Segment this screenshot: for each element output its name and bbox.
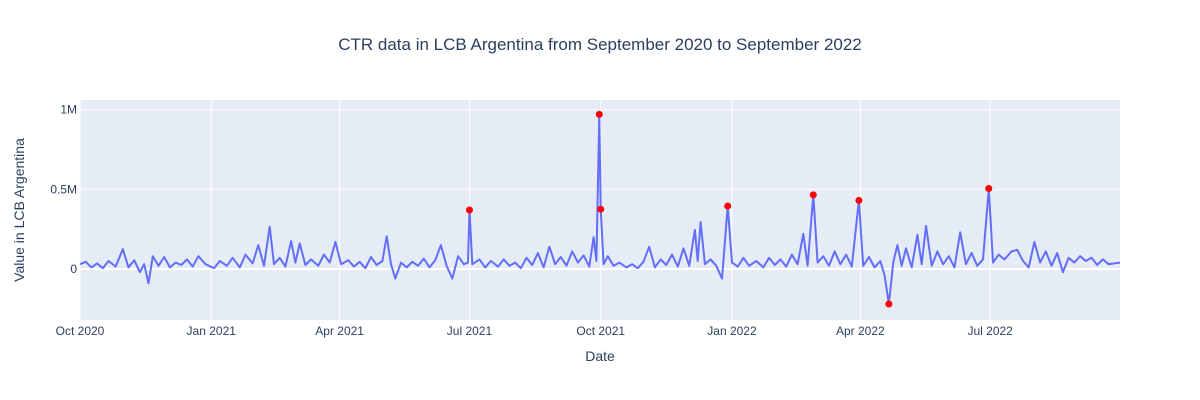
x-axis-title: Date <box>585 348 615 364</box>
anomaly-marker <box>597 205 605 213</box>
y-tick-labels: 0 0.5M 1M <box>50 103 77 276</box>
anomaly-markers <box>465 110 993 308</box>
x-tick-label: Jan 2021 <box>187 324 237 338</box>
series-line <box>79 113 1121 306</box>
anomaly-marker <box>855 196 863 204</box>
x-tick-labels: Oct 2020 Jan 2021 Apr 2021 Jul 2021 Oct 2021… <box>56 324 1014 338</box>
y-tick-label: 0.5M <box>50 182 77 196</box>
x-tick-label: Jul 2022 <box>967 324 1013 338</box>
y-axis-title: Value in LCB Argentina <box>11 138 27 282</box>
x-tick-label: Oct 2020 <box>56 324 105 338</box>
anomaly-marker <box>724 202 732 210</box>
anomaly-marker <box>595 110 603 118</box>
anomaly-marker <box>465 206 473 214</box>
chart-title: CTR data in LCB Argentina from September… <box>338 35 862 54</box>
x-tick-label: Apr 2022 <box>836 324 885 338</box>
x-tick-label: Jan 2022 <box>707 324 757 338</box>
series-layer <box>79 113 1121 306</box>
y-tick-label: 1M <box>60 103 77 117</box>
x-tick-label: Oct 2021 <box>576 324 625 338</box>
anomaly-marker <box>885 300 893 308</box>
x-gridlines <box>79 100 991 320</box>
anomaly-marker <box>985 184 993 192</box>
x-tick-label: Apr 2021 <box>315 324 364 338</box>
x-tick-label: Jul 2021 <box>447 324 493 338</box>
y-tick-label: 0 <box>70 262 77 276</box>
anomaly-marker <box>809 191 817 199</box>
